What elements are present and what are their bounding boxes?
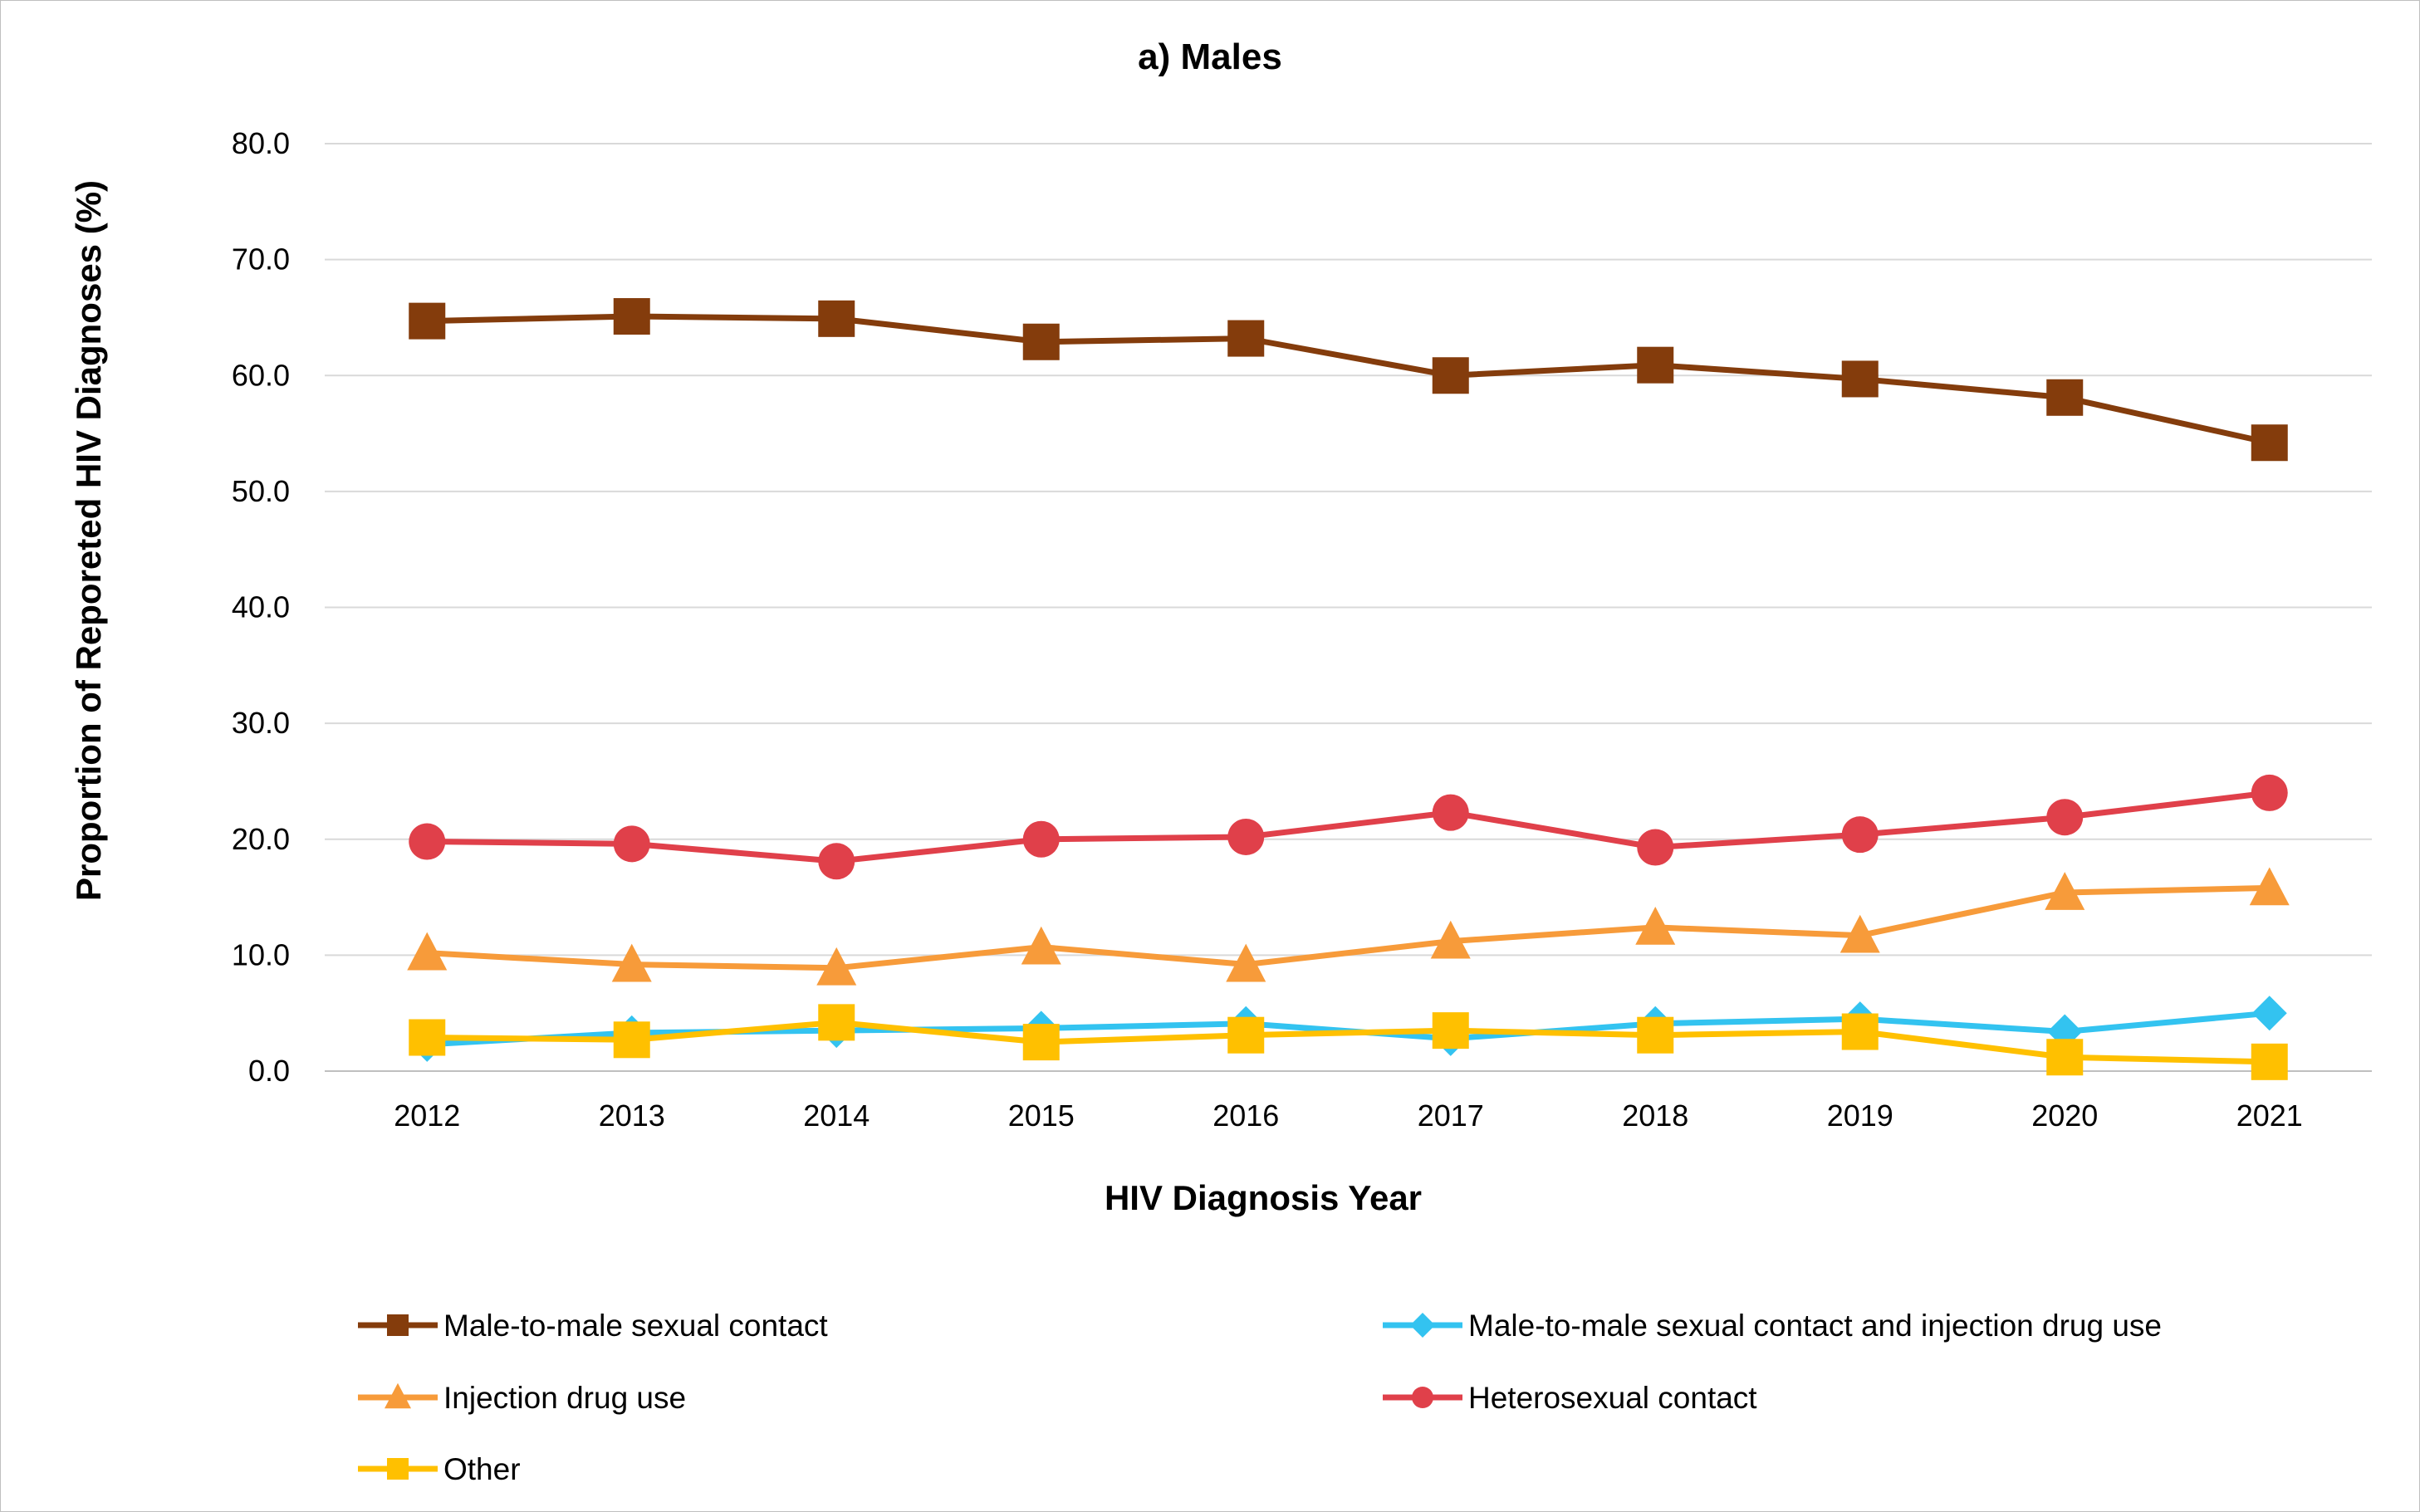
data-point xyxy=(613,1021,650,1059)
legend-label: Male-to-male sexual contact and injectio… xyxy=(1468,1309,2162,1343)
data-point xyxy=(409,302,446,340)
data-point xyxy=(1227,1016,1265,1054)
data-point xyxy=(1227,818,1265,855)
data-point xyxy=(2046,379,2084,416)
x-tick-label: 2020 xyxy=(2031,1099,2098,1133)
data-point xyxy=(407,932,448,971)
x-tick-labels: 2012 2013 2014 2015 2016 2017 2018 2019 2020 2021 xyxy=(394,1099,2303,1133)
data-point xyxy=(1432,794,1469,831)
data-point xyxy=(409,1019,446,1056)
series-line xyxy=(427,313,2271,446)
x-tick-label: 2018 xyxy=(1622,1099,1688,1133)
legend-label: Male-to-male sexual contact xyxy=(443,1309,828,1343)
x-tick-label: 2014 xyxy=(803,1099,870,1133)
y-tick-label: 30.0 xyxy=(232,706,290,740)
legend: Male-to-male sexual contact Male-to-male … xyxy=(358,1309,2162,1486)
data-point xyxy=(1227,320,1265,357)
data-point xyxy=(1430,920,1471,959)
legend-marker xyxy=(385,1382,411,1409)
series-0 xyxy=(409,298,2288,462)
data-point xyxy=(1432,1012,1469,1050)
x-tick-label: 2019 xyxy=(1827,1099,1893,1133)
data-point xyxy=(2046,1039,2084,1076)
y-tick-label: 70.0 xyxy=(232,242,290,276)
data-point xyxy=(1635,906,1676,945)
series-line xyxy=(427,884,2270,971)
data-point xyxy=(409,823,446,860)
data-point xyxy=(613,825,650,863)
chart-title: a) Males xyxy=(1138,37,1282,77)
data-point xyxy=(611,943,652,982)
legend-marker xyxy=(1412,1387,1433,1408)
data-point xyxy=(1021,926,1061,965)
x-axis-title: HIV Diagnosis Year xyxy=(1105,1178,1422,1217)
data-point xyxy=(1637,1016,1674,1054)
data-point xyxy=(2046,799,2084,836)
data-point xyxy=(613,298,650,335)
legend-marker xyxy=(387,1458,409,1480)
legend-item: Male-to-male sexual contact and injectio… xyxy=(1383,1309,2162,1343)
legend-item: Male-to-male sexual contact xyxy=(358,1309,828,1343)
data-point xyxy=(1841,816,1879,854)
series-line xyxy=(427,1019,2270,1065)
gridlines xyxy=(325,143,2372,1072)
y-tick-label: 10.0 xyxy=(232,937,290,971)
legend-label: Other xyxy=(443,1452,521,1486)
data-point xyxy=(818,1004,855,1041)
data-point xyxy=(2251,1043,2288,1080)
legend-item: Other xyxy=(358,1452,521,1486)
data-point xyxy=(2251,996,2287,1031)
x-tick-label: 2012 xyxy=(394,1099,460,1133)
series-4 xyxy=(409,1004,2288,1080)
data-point xyxy=(1022,323,1060,360)
y-tick-label: 40.0 xyxy=(232,590,290,624)
x-tick-label: 2017 xyxy=(1418,1099,1484,1133)
x-tick-label: 2016 xyxy=(1212,1099,1279,1133)
x-tick-label: 2021 xyxy=(2236,1099,2303,1133)
data-point xyxy=(1841,1013,1879,1050)
data-point xyxy=(1022,820,1060,858)
legend-label: Heterosexual contact xyxy=(1468,1381,1757,1415)
data-point xyxy=(1637,829,1674,866)
data-point xyxy=(2251,774,2288,811)
data-point xyxy=(1839,914,1880,953)
series-group xyxy=(407,298,2290,1080)
y-tick-labels: 0.0 10.0 20.0 30.0 40.0 50.0 60.0 70.0 80.0 xyxy=(232,126,290,1088)
y-tick-label: 50.0 xyxy=(232,474,290,508)
series-2 xyxy=(407,867,2290,986)
data-point xyxy=(2249,867,2290,906)
data-point xyxy=(2045,872,2085,910)
series-line xyxy=(427,1010,2271,1048)
y-tick-label: 20.0 xyxy=(232,822,290,856)
data-point xyxy=(818,843,855,880)
series-line xyxy=(427,790,2271,864)
x-tick-label: 2015 xyxy=(1008,1099,1075,1133)
data-point xyxy=(816,947,857,986)
y-axis-title: Proportion of Reporeted HIV Diagnoses (%… xyxy=(69,180,108,901)
legend-label: Injection drug use xyxy=(443,1381,686,1415)
legend-marker xyxy=(1410,1313,1435,1338)
data-point xyxy=(1637,346,1674,384)
x-tick-label: 2013 xyxy=(599,1099,665,1133)
data-point xyxy=(2251,424,2288,462)
y-tick-label: 0.0 xyxy=(248,1054,290,1088)
y-tick-label: 60.0 xyxy=(232,358,290,392)
data-point xyxy=(1022,1024,1060,1061)
data-point xyxy=(1432,357,1469,394)
data-point xyxy=(1226,943,1266,982)
data-point xyxy=(1841,360,1879,398)
y-tick-label: 80.0 xyxy=(232,126,290,160)
legend-item: Injection drug use xyxy=(358,1381,686,1415)
legend-marker xyxy=(387,1314,409,1336)
legend-item: Heterosexual contact xyxy=(1383,1381,1757,1415)
series-3 xyxy=(409,774,2288,880)
data-point xyxy=(818,300,855,337)
